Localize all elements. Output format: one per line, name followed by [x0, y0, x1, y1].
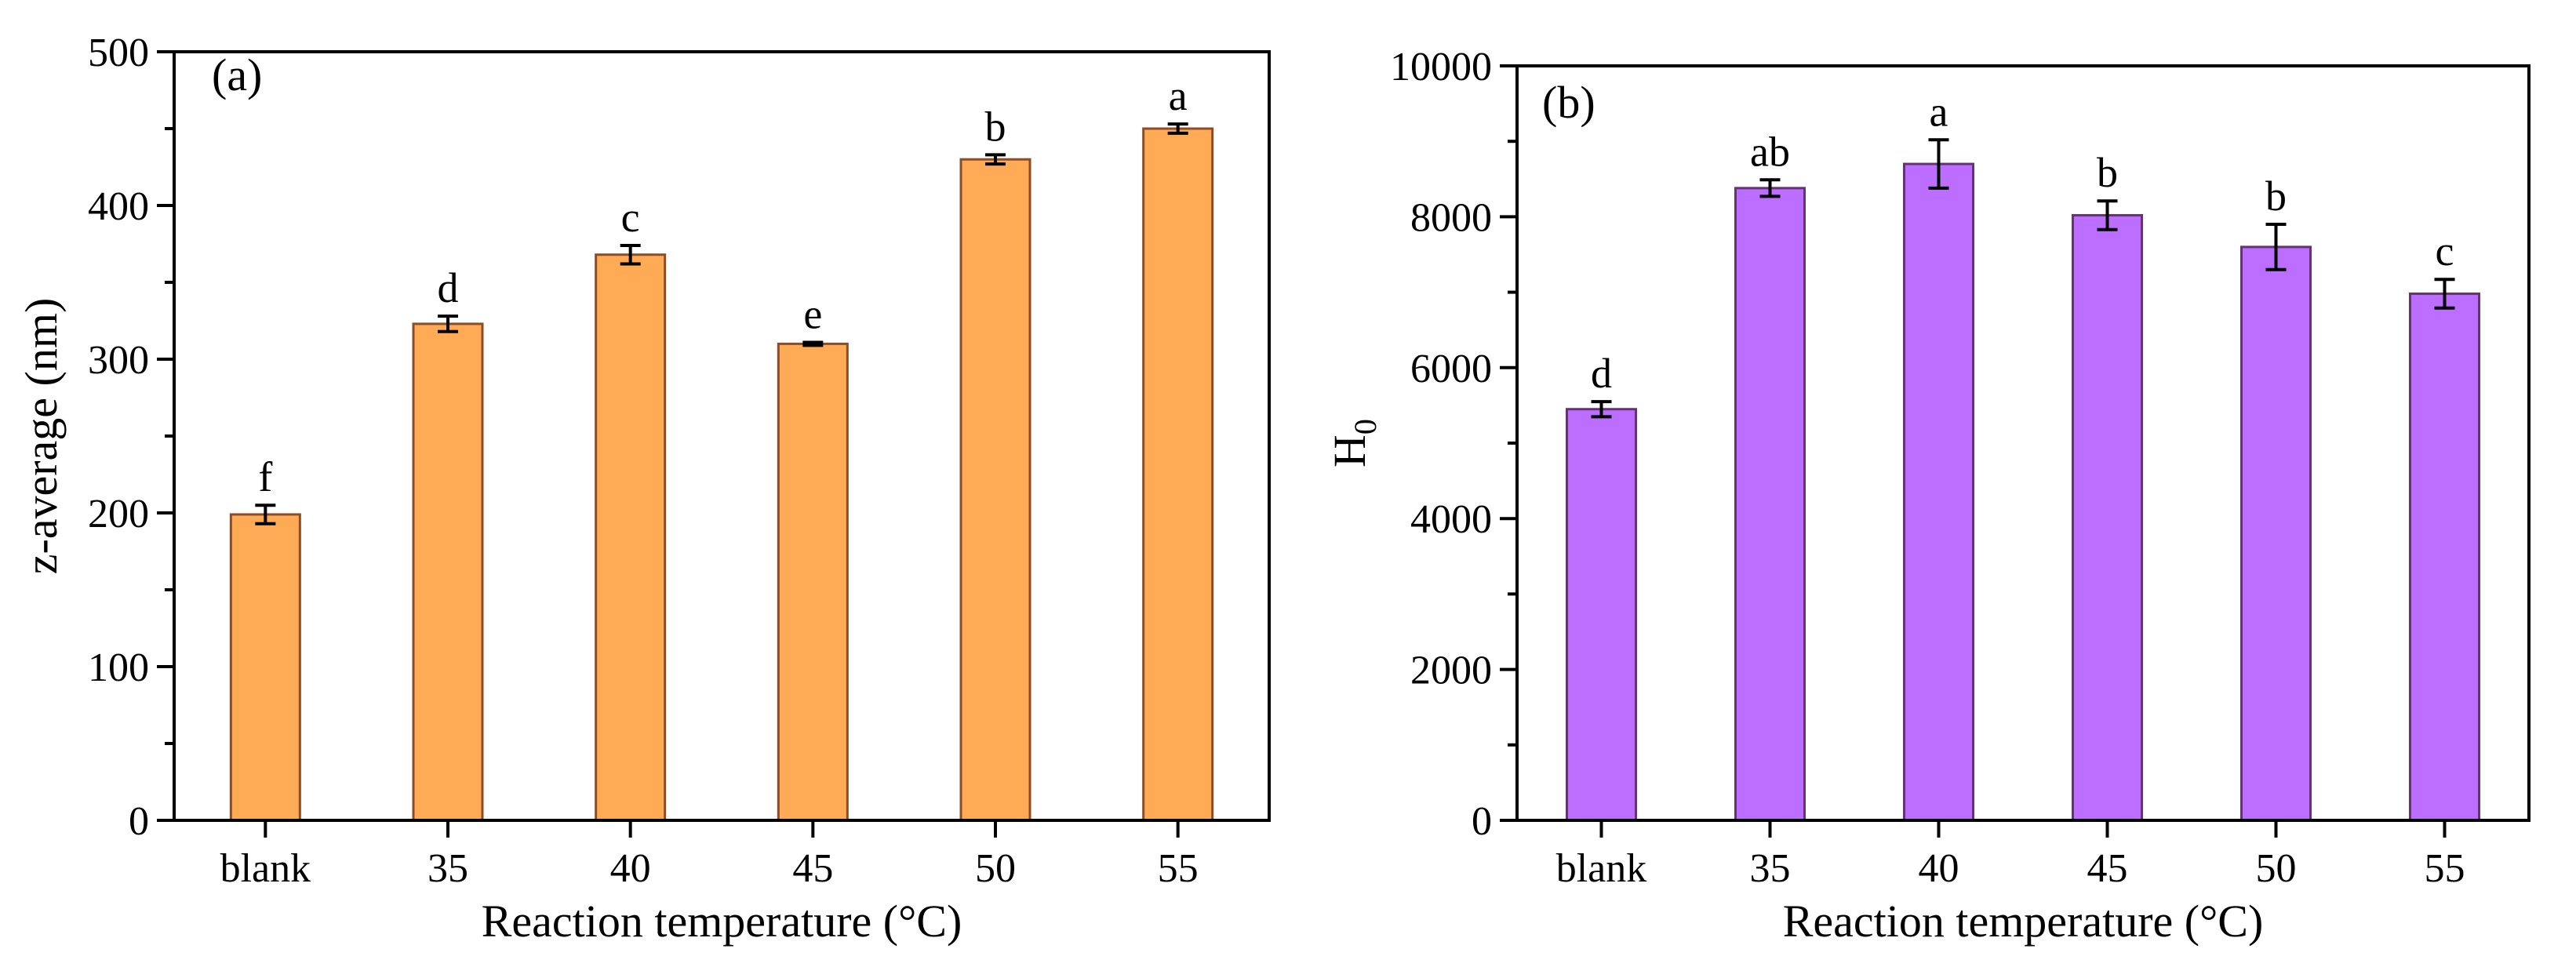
x-tick-label-55: 55 [1158, 846, 1199, 891]
y-axis-title: z-average (nm) [16, 298, 67, 575]
y-tick-label-0: 0 [1472, 799, 1492, 844]
significance-label-55: c [2436, 227, 2454, 274]
bar-35 [1734, 187, 1806, 822]
y-tick-label-100: 100 [88, 645, 149, 690]
y-tick-label-200: 200 [88, 492, 149, 536]
bar-35 [412, 322, 484, 822]
x-tick-label-55: 55 [2425, 846, 2465, 891]
y-axis-title-main: H [1324, 434, 1375, 467]
panel-label: (b) [1542, 77, 1595, 128]
y-tick-label-400: 400 [88, 184, 149, 229]
significance-label-50: b [985, 103, 1006, 150]
bar-40 [1903, 162, 1974, 822]
y-tick-label-4000: 4000 [1410, 497, 1492, 542]
significance-label-35: ab [1750, 128, 1790, 175]
bar-50 [2240, 245, 2312, 822]
significance-label-35: d [438, 264, 459, 311]
x-tick-label-35: 35 [1750, 846, 1791, 891]
significance-label-55: a [1169, 72, 1188, 119]
y-tick-label-10000: 10000 [1390, 45, 1492, 89]
significance-label-40: a [1930, 88, 1948, 135]
bar-40 [595, 253, 667, 822]
y-tick-label-2000: 2000 [1410, 649, 1492, 693]
y-tick-label-500: 500 [88, 31, 149, 75]
significance-label-40: c [621, 194, 640, 241]
y-tick-label-6000: 6000 [1410, 347, 1492, 391]
x-tick-label-45: 45 [2087, 846, 2128, 891]
x-tick-label-blank: blank [1556, 846, 1647, 891]
significance-label-50: b [2265, 173, 2287, 220]
plot-frame [1515, 64, 2531, 822]
x-axis-title: Reaction temperature (°C) [1783, 896, 2264, 947]
bar-50 [959, 158, 1031, 822]
y-tick-label-300: 300 [88, 338, 149, 383]
significance-label-45: e [803, 290, 822, 337]
bar-55 [1142, 127, 1214, 822]
x-tick-label-40: 40 [1919, 846, 1959, 891]
x-tick-label-blank: blank [220, 846, 311, 891]
y-tick-label-8000: 8000 [1410, 195, 1492, 240]
x-tick-label-35: 35 [428, 846, 468, 891]
x-tick-label-40: 40 [610, 846, 651, 891]
bar-blank [229, 513, 301, 822]
x-tick-label-45: 45 [792, 846, 833, 891]
significance-label-blank: f [258, 453, 272, 500]
x-tick-label-50: 50 [975, 846, 1016, 891]
bar-55 [2409, 293, 2480, 822]
chart-panel-a: f d c e b a 0 100 200 300 400 500 blank 35 40 45 50 55 Rea… [16, 31, 1271, 947]
plot-frame [173, 50, 1271, 822]
x-tick-label-50: 50 [2256, 846, 2297, 891]
y-axis-title: H0 [1324, 419, 1383, 467]
x-axis-title: Reaction temperature (°C) [482, 896, 962, 947]
significance-label-45: b [2097, 149, 2118, 196]
y-axis-title-subscript: 0 [1348, 419, 1383, 434]
bar-45 [777, 342, 849, 822]
y-axis-title-main: z-average (nm) [16, 298, 67, 575]
panel-label: (a) [212, 49, 262, 100]
significance-label-blank: d [1591, 350, 1612, 397]
y-tick-label-0: 0 [129, 799, 149, 844]
bar-blank [1566, 408, 1637, 822]
bar-45 [2072, 213, 2143, 822]
